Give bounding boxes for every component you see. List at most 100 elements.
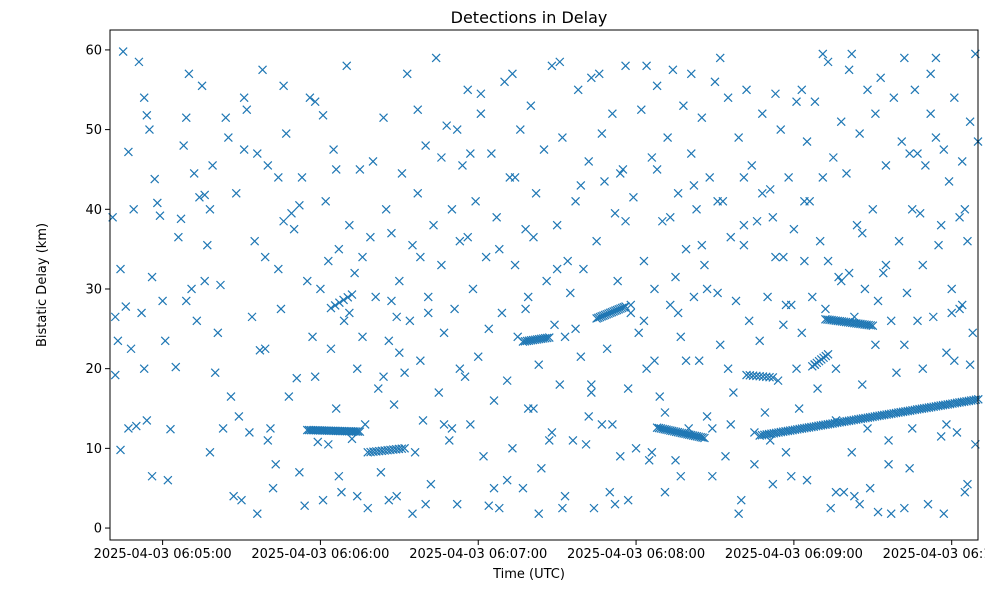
detection-marker bbox=[560, 491, 570, 501]
detection-marker bbox=[131, 421, 141, 431]
detection-marker bbox=[952, 427, 962, 437]
detection-marker bbox=[547, 61, 557, 71]
detection-marker bbox=[936, 431, 946, 441]
detection-marker bbox=[455, 364, 465, 374]
detection-marker bbox=[536, 463, 546, 473]
detection-marker bbox=[689, 180, 699, 190]
detection-marker-track-1 bbox=[355, 427, 365, 437]
detection-marker bbox=[139, 364, 149, 374]
x-tick-label: 2025-04-03 06:08:00 bbox=[567, 547, 705, 562]
detection-marker bbox=[429, 220, 438, 230]
detection-marker bbox=[907, 424, 917, 433]
detection-marker bbox=[139, 93, 149, 103]
detection-marker bbox=[810, 97, 820, 107]
detection-marker bbox=[965, 117, 975, 127]
detection-marker bbox=[797, 328, 807, 338]
detection-marker bbox=[902, 288, 912, 298]
detection-marker bbox=[807, 292, 817, 302]
detection-marker bbox=[876, 73, 886, 83]
detection-marker bbox=[878, 268, 888, 278]
detection-marker bbox=[371, 292, 381, 302]
detection-marker bbox=[694, 356, 704, 366]
detection-marker bbox=[502, 475, 512, 485]
detection-marker bbox=[881, 161, 891, 170]
detection-marker bbox=[636, 105, 646, 115]
detection-marker bbox=[947, 308, 957, 318]
detection-marker bbox=[434, 388, 444, 398]
detection-marker bbox=[508, 69, 517, 79]
detection-marker bbox=[676, 332, 686, 342]
detection-marker bbox=[955, 212, 965, 222]
detection-marker bbox=[673, 308, 683, 318]
detection-marker bbox=[260, 252, 270, 262]
detection-marker bbox=[413, 105, 423, 115]
detection-marker bbox=[768, 212, 778, 222]
detection-marker bbox=[260, 344, 270, 354]
detection-marker bbox=[781, 300, 791, 310]
detection-marker bbox=[723, 364, 733, 374]
detection-marker bbox=[315, 284, 325, 294]
detection-marker bbox=[271, 459, 281, 469]
detection-marker bbox=[642, 61, 652, 71]
detection-marker bbox=[565, 288, 575, 298]
detection-marker bbox=[715, 340, 725, 350]
detection-marker bbox=[586, 73, 596, 83]
detection-marker bbox=[481, 252, 491, 262]
detection-marker bbox=[155, 211, 165, 221]
detection-marker bbox=[318, 110, 328, 120]
detection-marker bbox=[484, 501, 494, 511]
detection-marker bbox=[200, 276, 210, 286]
detection-marker bbox=[610, 499, 620, 509]
detection-marker bbox=[387, 296, 396, 306]
detection-marker bbox=[863, 85, 872, 95]
detection-marker bbox=[786, 471, 796, 481]
detection-marker bbox=[681, 244, 691, 254]
detection-marker bbox=[292, 373, 302, 383]
detection-marker bbox=[279, 81, 289, 91]
detection-marker bbox=[579, 264, 588, 274]
detection-marker bbox=[597, 129, 607, 139]
detection-marker bbox=[550, 320, 559, 330]
detection-marker bbox=[452, 125, 462, 135]
detection-marker bbox=[799, 196, 809, 206]
detection-marker bbox=[886, 509, 896, 519]
detection-marker bbox=[547, 427, 557, 437]
detection-marker bbox=[689, 292, 699, 302]
detection-marker bbox=[252, 509, 262, 519]
detection-marker bbox=[423, 292, 433, 302]
detection-marker bbox=[831, 364, 841, 374]
detection-marker bbox=[410, 447, 420, 457]
y-tick-label: 0 bbox=[94, 522, 102, 537]
detection-marker bbox=[939, 509, 949, 519]
detection-marker bbox=[531, 188, 541, 198]
detection-marker bbox=[350, 268, 360, 278]
detection-marker bbox=[465, 149, 475, 158]
detection-marker bbox=[213, 328, 223, 338]
detection-marker bbox=[707, 471, 717, 481]
detection-marker bbox=[557, 503, 567, 513]
detection-marker-track-7 bbox=[400, 443, 410, 453]
detection-marker bbox=[873, 296, 883, 306]
detection-marker bbox=[926, 109, 936, 119]
detection-marker bbox=[907, 204, 917, 214]
detection-marker bbox=[586, 388, 596, 398]
detection-marker bbox=[392, 491, 402, 501]
detection-marker bbox=[200, 190, 210, 200]
detection-marker bbox=[123, 147, 133, 157]
detection-marker bbox=[963, 479, 972, 489]
detection-marker bbox=[189, 169, 199, 178]
detection-marker bbox=[358, 332, 367, 342]
detection-marker bbox=[834, 272, 844, 282]
y-tick-label: 20 bbox=[85, 362, 102, 377]
detection-marker bbox=[242, 105, 252, 115]
detection-marker bbox=[881, 260, 891, 270]
detection-marker bbox=[839, 487, 849, 497]
detection-marker bbox=[910, 85, 920, 95]
detection-marker bbox=[681, 356, 691, 366]
detection-marker bbox=[713, 288, 723, 298]
detection-marker bbox=[373, 384, 383, 394]
detection-marker bbox=[870, 109, 880, 119]
detection-marker bbox=[631, 443, 641, 453]
detection-marker bbox=[639, 316, 649, 326]
detection-marker bbox=[913, 316, 922, 326]
